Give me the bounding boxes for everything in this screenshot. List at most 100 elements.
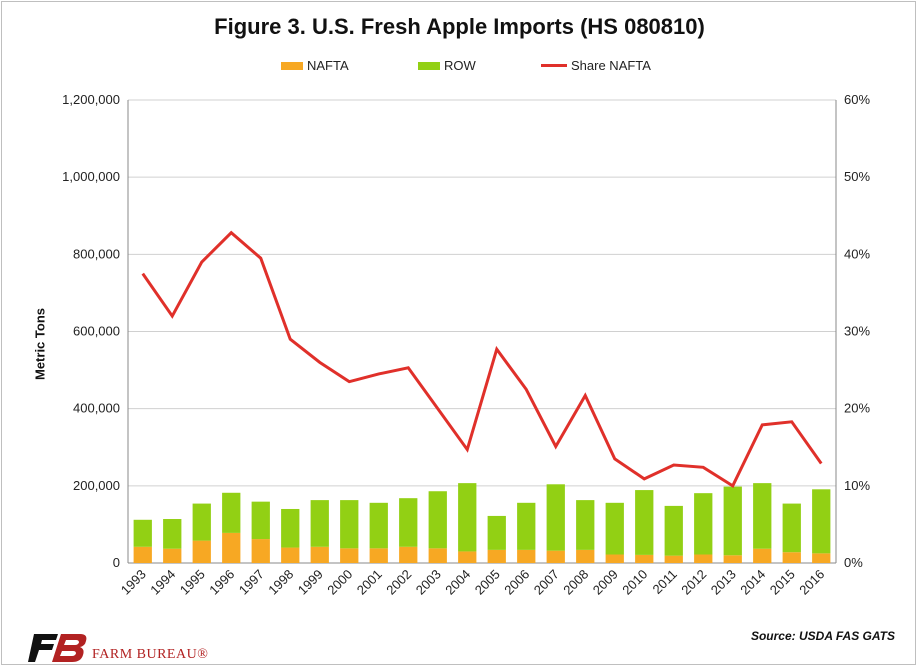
source-note: Source: USDA FAS GATS — [750, 629, 895, 643]
bar-nafta — [576, 549, 595, 563]
x-tick-label: 1994 — [147, 567, 178, 598]
legend-line-share — [541, 64, 567, 67]
x-tick-label: 2007 — [531, 567, 562, 598]
x-tick-label: 2008 — [560, 567, 591, 598]
bar-row — [428, 491, 447, 549]
bar-row — [369, 502, 388, 549]
bar-row — [222, 492, 241, 533]
x-tick-label: 2003 — [413, 567, 444, 598]
x-tick-label: 2016 — [796, 567, 827, 598]
chart-legend: NAFTA ROW Share NAFTA — [0, 58, 919, 80]
bar-row — [635, 490, 654, 555]
x-tick-label: 2004 — [442, 567, 473, 598]
y-tick-label: 1,000,000 — [62, 169, 120, 184]
legend-label-row: ROW — [444, 58, 476, 73]
x-tick-label: 2000 — [324, 567, 355, 598]
bar-row — [458, 483, 477, 552]
bar-nafta — [192, 540, 211, 563]
x-tick-label: 2010 — [619, 567, 650, 598]
x-tick-label: 2009 — [590, 567, 621, 598]
bar-row — [281, 508, 300, 548]
bar-row — [163, 519, 182, 549]
x-tick-label: 2015 — [767, 567, 798, 598]
x-tick-label: 1999 — [295, 567, 326, 598]
y2-tick-label: 20% — [844, 401, 870, 416]
farm-bureau-logo: FARM BUREAU® — [28, 632, 208, 664]
y2-tick-label: 60% — [844, 92, 870, 107]
y2-tick-label: 30% — [844, 324, 870, 339]
x-tick-label: 2014 — [737, 567, 768, 598]
bar-row — [782, 503, 801, 553]
y-tick-label: 800,000 — [73, 246, 120, 261]
bar-row — [517, 502, 536, 550]
y-tick-label: 0 — [113, 555, 120, 570]
bar-row — [694, 493, 713, 555]
y2-tick-label: 0% — [844, 555, 863, 570]
bar-row — [310, 500, 329, 547]
bar-nafta — [723, 555, 742, 563]
y2-tick-label: 10% — [844, 478, 870, 493]
bar-nafta — [753, 548, 772, 563]
bar-nafta — [133, 546, 152, 563]
bar-row — [340, 500, 359, 549]
x-tick-label: 1996 — [206, 567, 237, 598]
bar-nafta — [546, 550, 565, 563]
legend-swatch-row — [418, 61, 440, 70]
bar-row — [133, 519, 152, 547]
legend-label-nafta: NAFTA — [307, 58, 349, 73]
y-tick-label: 200,000 — [73, 478, 120, 493]
legend-swatch-nafta — [281, 61, 303, 70]
bar-row — [576, 500, 595, 550]
bar-nafta — [517, 549, 536, 563]
legend-item-share: Share NAFTA — [541, 58, 651, 73]
bar-row — [251, 501, 270, 540]
line-share-nafta — [141, 230, 823, 488]
bar-nafta — [310, 546, 329, 563]
bar-nafta — [487, 549, 506, 563]
chart-title: Figure 3. U.S. Fresh Apple Imports (HS 0… — [214, 14, 705, 39]
bar-nafta — [251, 539, 270, 563]
x-tick-label: 2005 — [472, 567, 503, 598]
bar-row — [753, 483, 772, 549]
bar-nafta — [222, 532, 241, 563]
bar-nafta — [399, 546, 418, 563]
x-tick-label: 2002 — [383, 567, 414, 598]
y2-tick-label: 50% — [844, 169, 870, 184]
x-tick-label: 1997 — [236, 567, 267, 598]
bar-nafta — [428, 548, 447, 563]
bar-row — [399, 498, 418, 547]
legend-item-nafta: NAFTA — [281, 58, 349, 73]
bar-row — [546, 484, 565, 551]
farm-bureau-logo-text: FARM BUREAU® — [92, 647, 209, 662]
bar-row — [723, 486, 742, 556]
x-tick-label: 2012 — [678, 567, 709, 598]
bar-nafta — [605, 554, 624, 563]
x-tick-label: 1998 — [265, 567, 296, 598]
y-tick-label: 600,000 — [73, 324, 120, 339]
legend-item-row: ROW — [418, 58, 476, 73]
x-tick-label: 2001 — [354, 567, 385, 598]
bar-nafta — [281, 547, 300, 563]
bar-row — [605, 502, 624, 555]
bar-nafta — [369, 548, 388, 563]
bar-nafta — [635, 554, 654, 563]
bar-row — [664, 505, 683, 556]
bar-nafta — [163, 548, 182, 563]
bar-nafta — [782, 552, 801, 563]
legend-label-share: Share NAFTA — [571, 58, 651, 73]
y2-tick-label: 40% — [844, 246, 870, 261]
bar-row — [812, 489, 831, 554]
x-tick-label: 2006 — [501, 567, 532, 598]
bar-nafta — [458, 551, 477, 563]
x-tick-label: 2013 — [708, 567, 739, 598]
x-tick-label: 1995 — [177, 567, 208, 598]
bar-nafta — [340, 548, 359, 563]
bar-row — [487, 515, 506, 550]
y-tick-label: 400,000 — [73, 401, 120, 416]
bar-row — [192, 503, 211, 541]
bar-nafta — [664, 555, 683, 563]
bar-nafta — [694, 554, 713, 563]
x-tick-label: 1993 — [118, 567, 149, 598]
